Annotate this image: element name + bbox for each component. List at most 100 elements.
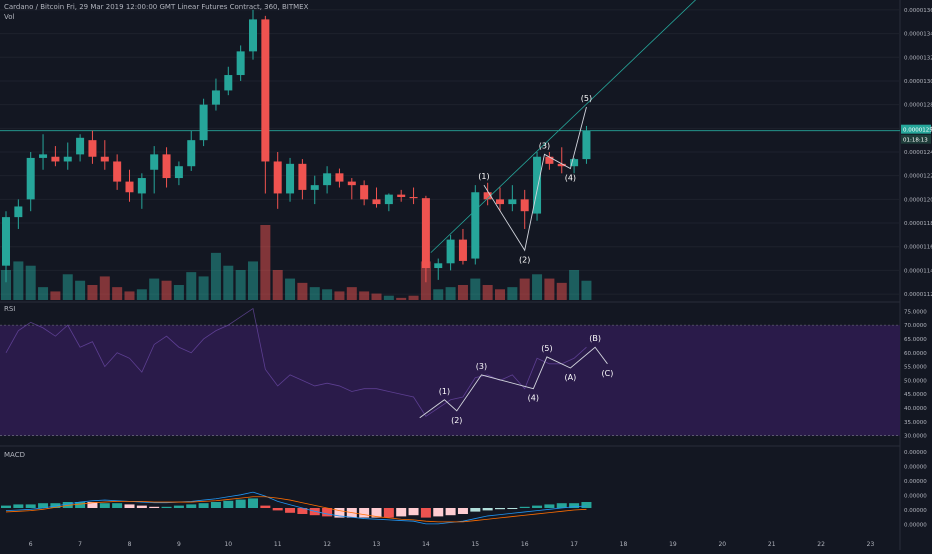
rsi-wave-path [419, 346, 608, 419]
time-axis-label: 11 [274, 541, 282, 548]
price-axis-label: 0.00001300 [904, 79, 932, 85]
volume-bar [346, 287, 357, 300]
candle-body [508, 199, 517, 205]
candle-body [360, 185, 369, 200]
volume-bar [161, 280, 172, 300]
candle-body [150, 154, 159, 170]
macd-histogram-bar [544, 504, 555, 508]
price-axis-label: 0.00001140 [904, 268, 932, 274]
price-axis-label: 0.00001200 [904, 197, 932, 203]
macd-histogram-bar [408, 508, 419, 516]
macd-histogram-bar [359, 508, 370, 518]
macd-histogram-bar [285, 508, 296, 513]
macd-histogram-bar [334, 508, 345, 518]
macd-histogram-bar [186, 504, 197, 508]
candle-body [125, 181, 134, 193]
volume-bar [470, 278, 481, 300]
candle-body [446, 239, 455, 264]
price-axis-label: 0.00001220 [904, 174, 932, 180]
volume-bar [50, 291, 61, 300]
volume-bar [75, 280, 86, 300]
macd-histogram-bar [260, 505, 271, 508]
candle-body [236, 51, 245, 76]
macd-histogram-bar [223, 500, 234, 508]
candle-body [582, 130, 591, 160]
symbol-legend[interactable]: Cardano / Bitcoin Fri, 29 Mar 2019 12:00… [4, 3, 308, 11]
macd-histogram-bar [198, 503, 209, 508]
volume-bar [186, 272, 197, 300]
rsi-axis-label: 30.0000 [904, 434, 927, 440]
macd-axis-label: 0.00000 [904, 494, 927, 500]
rsi-axis-label: 65.0000 [904, 337, 927, 343]
volume-legend[interactable]: Vol [4, 13, 14, 21]
candle-body [14, 206, 23, 218]
volume-bar [297, 282, 308, 300]
volume-bar [223, 265, 234, 300]
candle-body [273, 161, 282, 194]
macd-histogram-bar [149, 506, 160, 508]
price-axis-label: 0.00001320 [904, 55, 932, 61]
candle-body [211, 90, 220, 105]
macd-histogram-bar [482, 508, 493, 511]
macd-histogram-bar [136, 505, 147, 508]
macd-axis-label: 0.00000 [904, 450, 927, 456]
volume-bar [260, 225, 271, 300]
candle-body [384, 194, 393, 205]
macd-line [5, 491, 587, 525]
macd-axis-label: 0.00000 [904, 508, 927, 514]
volume-bar [556, 282, 567, 300]
candle-body [372, 199, 381, 205]
rsi-axis-label: 55.0000 [904, 365, 927, 371]
candle-body [458, 239, 467, 261]
candle-body [113, 161, 122, 182]
macd-axis-label: 0.00000 [904, 479, 927, 485]
candle-body [88, 140, 97, 157]
volume-bar [210, 252, 221, 300]
candle-body [51, 156, 60, 162]
macd-histogram-bar [383, 508, 394, 518]
time-axis-label: 12 [323, 541, 331, 548]
volume-bar [383, 295, 394, 300]
price-axis: 0.00001360 0.00001340 0.00001320 0.00001300… [901, 8, 932, 529]
volume-bar [124, 291, 135, 300]
price-axis-label: 0.00001120 [904, 292, 932, 298]
candle-body [545, 156, 554, 164]
candle-body [187, 140, 196, 167]
candle-body [409, 196, 418, 199]
volume-bar [334, 291, 345, 300]
volume-bar [309, 287, 320, 300]
candle-body [261, 19, 270, 162]
countdown-label: 01:18:13 [903, 138, 928, 144]
trend-line [430, 0, 697, 253]
rsi-pane: (1) (2) (3) (4) (5) (A) (B) (C) [0, 307, 900, 437]
volume-bar [322, 289, 333, 300]
candle-body [483, 192, 492, 200]
volume-bar [173, 285, 184, 300]
macd-histogram-bar [322, 508, 333, 517]
volume-bar [495, 289, 505, 300]
macd-axis-label: 0.00000 [904, 523, 927, 529]
macd-histogram-bar [38, 503, 49, 508]
macd-histogram-bar [519, 506, 530, 508]
macd-histogram-bar [433, 508, 444, 517]
macd-histogram-bar [272, 508, 283, 511]
candle-body [298, 163, 307, 190]
macd-histogram-bar [1, 505, 11, 508]
volume-bar [136, 289, 147, 300]
macd-histogram-bar [297, 508, 308, 514]
macd-pane [1, 491, 592, 525]
rsi-wave-label: (B) [589, 334, 601, 343]
macd-histogram-bar [99, 503, 110, 508]
price-axis-label: 0.00001160 [904, 245, 932, 251]
macd-histogram-bar [173, 505, 184, 508]
volume-bar [87, 285, 98, 300]
macd-histogram-bar [556, 503, 567, 508]
price-axis-label: 0.00001180 [904, 221, 932, 227]
volume-bar [519, 278, 530, 300]
time-axis-label: 10 [224, 541, 232, 548]
candle-body [557, 163, 566, 167]
current-price-tag [901, 124, 931, 134]
candle-body [520, 199, 529, 212]
candle-body [421, 198, 430, 269]
